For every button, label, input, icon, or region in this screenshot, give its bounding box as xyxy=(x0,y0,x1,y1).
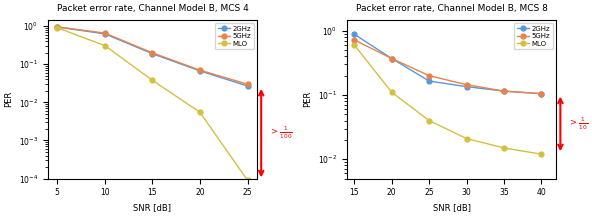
MLO xyxy=(197,111,204,114)
Line: 2GHz: 2GHz xyxy=(352,32,543,96)
Title: Packet error rate, Channel Model B, MCS 4: Packet error rate, Channel Model B, MCS … xyxy=(56,4,248,13)
5GHz xyxy=(463,83,470,86)
Title: Packet error rate, Channel Model B, MCS 8: Packet error rate, Channel Model B, MCS … xyxy=(356,4,548,13)
2GHz xyxy=(426,80,433,82)
MLO xyxy=(500,147,507,149)
5GHz xyxy=(388,57,395,60)
Line: MLO: MLO xyxy=(55,25,250,183)
5GHz xyxy=(197,69,204,71)
MLO xyxy=(538,153,545,156)
5GHz xyxy=(500,90,507,92)
Legend: 2GHz, 5GHz, MLO: 2GHz, 5GHz, MLO xyxy=(514,23,553,49)
2GHz xyxy=(463,85,470,88)
Y-axis label: PER: PER xyxy=(4,91,13,107)
2GHz xyxy=(500,90,507,92)
2GHz xyxy=(388,57,395,60)
2GHz xyxy=(244,85,251,87)
5GHz xyxy=(351,39,358,41)
2GHz xyxy=(197,70,204,72)
Line: 5GHz: 5GHz xyxy=(352,38,543,96)
MLO xyxy=(351,44,358,46)
5GHz xyxy=(101,32,108,34)
Line: 2GHz: 2GHz xyxy=(55,25,250,88)
5GHz xyxy=(149,52,156,54)
MLO xyxy=(244,179,251,182)
5GHz xyxy=(426,74,433,77)
X-axis label: SNR [dB]: SNR [dB] xyxy=(433,203,471,212)
5GHz xyxy=(244,83,251,86)
2GHz xyxy=(351,33,358,36)
Y-axis label: PER: PER xyxy=(304,91,313,107)
Line: 5GHz: 5GHz xyxy=(55,24,250,87)
Legend: 2GHz, 5GHz, MLO: 2GHz, 5GHz, MLO xyxy=(215,23,253,49)
MLO xyxy=(463,137,470,140)
Text: > $\frac{1}{10}$: > $\frac{1}{10}$ xyxy=(569,116,588,132)
MLO xyxy=(54,27,61,29)
2GHz xyxy=(101,33,108,35)
Line: MLO: MLO xyxy=(352,43,543,157)
MLO xyxy=(388,91,395,94)
MLO xyxy=(101,44,108,47)
MLO xyxy=(426,119,433,122)
MLO xyxy=(149,79,156,82)
Text: > $\frac{1}{100}$: > $\frac{1}{100}$ xyxy=(269,125,292,141)
5GHz xyxy=(538,92,545,95)
X-axis label: SNR [dB]: SNR [dB] xyxy=(133,203,172,212)
2GHz xyxy=(538,92,545,95)
2GHz xyxy=(54,26,61,28)
2GHz xyxy=(149,52,156,55)
5GHz xyxy=(54,25,61,28)
